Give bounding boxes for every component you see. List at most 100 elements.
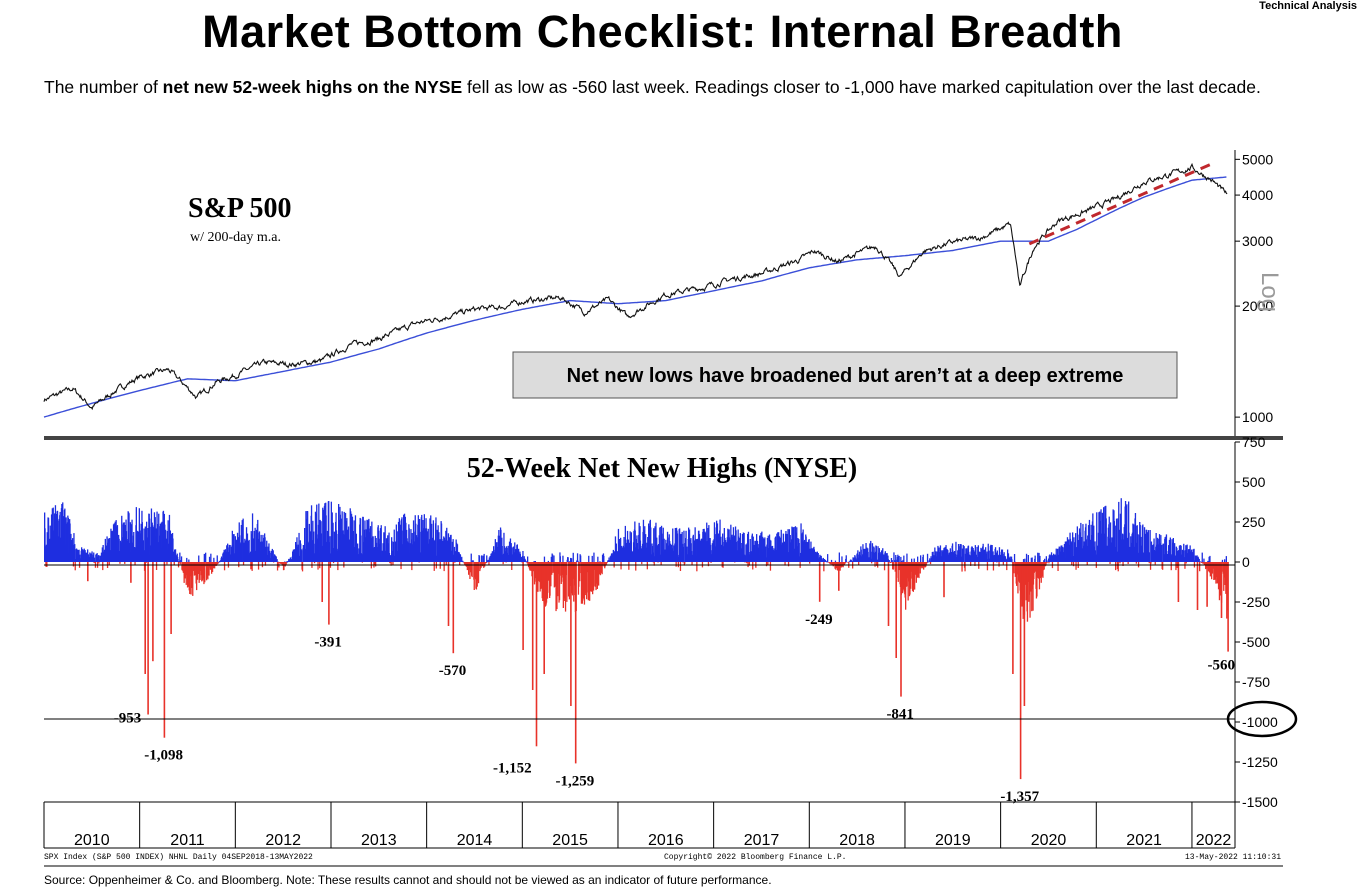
spike-bar [144,562,146,674]
bar [784,562,786,566]
bar [360,535,362,562]
bar [713,522,716,562]
bar [696,562,698,572]
bar [650,527,652,562]
breadth-chart-title: 52-Week Net New Highs (NYSE) [467,453,857,484]
bar [821,559,824,562]
bar [146,521,148,562]
bar [218,560,221,562]
bar [479,562,481,570]
bar [1002,556,1004,562]
bar [765,546,767,562]
bar [1198,558,1200,562]
bar [653,528,655,562]
bar [84,550,86,562]
bar [1209,555,1211,562]
bar [180,560,182,562]
description-text-2: fell as low as -560 last week. Readings … [462,77,1261,97]
bar [418,532,420,562]
bar [599,562,602,576]
bar [387,535,389,562]
bar [1046,562,1048,564]
bar [734,562,736,563]
bar [662,527,664,562]
bar [173,562,175,565]
bar [545,562,548,603]
bar [765,557,767,562]
bar [252,538,255,562]
bar [993,555,995,562]
bar [996,550,998,562]
bar [870,558,872,562]
bar [54,505,57,562]
bar [229,545,231,562]
bar [145,562,147,563]
bar [760,532,762,562]
x-axis-label: 2013 [361,832,397,849]
annotation-label: -560 [1208,658,1236,674]
bar [160,522,162,562]
bar [134,547,136,562]
bar [962,545,964,562]
bar [375,562,377,567]
bar [1127,562,1129,564]
spike-bar [1206,562,1208,607]
bar [1202,562,1205,563]
bar [987,543,989,562]
bar [779,537,781,562]
bar [682,562,684,563]
bar [368,528,370,562]
bar [525,560,527,562]
spike-bar [321,562,323,602]
bar [969,555,971,562]
bar [184,562,187,579]
bar [917,562,919,578]
spike-bar [1220,562,1223,618]
bar [187,562,190,587]
bar [676,533,679,562]
bar [180,556,183,562]
bar [882,548,884,562]
bar [96,553,98,562]
bar [911,558,913,562]
bar [329,536,331,562]
bar [284,562,286,567]
spike-bar [1019,562,1022,780]
bar [1086,562,1088,565]
bar [390,562,392,566]
bar [871,543,874,562]
bar [178,561,180,562]
x-axis-label: 2012 [265,832,301,849]
bar [618,539,620,562]
bar [453,546,456,562]
bar [384,526,386,562]
bar [233,534,235,562]
bar [310,505,313,562]
bar [604,562,606,567]
bar [710,562,712,563]
bar [895,555,897,562]
bar [691,562,693,566]
bar [764,537,766,562]
bar [1036,562,1038,578]
bar [939,552,941,562]
annotation-label: -1,152 [493,760,532,776]
x-axis-label: 2019 [935,832,971,849]
bar [185,562,187,585]
bar [1139,524,1141,562]
bar [799,556,801,562]
bar [756,534,758,562]
bar [1170,554,1172,562]
breadth-tick-label: 500 [1242,474,1266,490]
bar [858,562,860,566]
bar [905,562,908,587]
bar [220,556,223,562]
annotation-label: -953 [114,711,142,727]
bar [1079,532,1081,562]
breadth-tick-group: 750 500 250 0 -250 -500 -750 -1000 -1250 -1500 [1235,434,1278,810]
bar [290,559,292,562]
highlight-circle [1226,700,1298,738]
bar [923,562,925,570]
bar [264,537,266,562]
bar [415,523,417,562]
